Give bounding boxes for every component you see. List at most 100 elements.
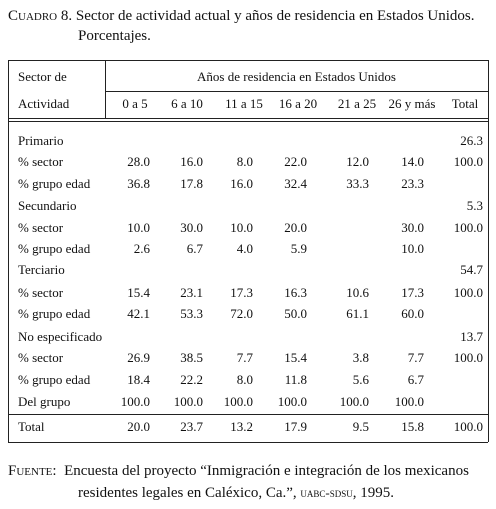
stub-header: Sector de <box>18 69 67 84</box>
cell: 20.0 <box>284 220 307 235</box>
table-number: Cuadro 8. <box>8 8 73 24</box>
cell: 10.0 <box>230 220 253 235</box>
cell: 22.0 <box>284 154 307 169</box>
cell: 17.3 <box>401 285 424 300</box>
row-label: Primario <box>18 133 64 148</box>
box-bottom <box>8 442 488 443</box>
cell: 26.9 <box>127 350 150 365</box>
header-rule <box>8 118 488 119</box>
header-rule <box>8 121 488 122</box>
cell: 33.3 <box>346 176 369 191</box>
table-title: Sector de actividad actual y años de res… <box>75 8 475 44</box>
cell: 50.0 <box>284 306 307 321</box>
column-header: 21 a 25 <box>337 96 377 111</box>
row-label: % sector <box>18 285 64 300</box>
row-label: % grupo edad <box>18 372 91 387</box>
cell: 18.4 <box>127 372 150 387</box>
cell: 100.0 <box>223 394 253 409</box>
footer-org: uabc-sdsu <box>300 485 353 500</box>
box-left <box>8 60 9 442</box>
cell: 6.7 <box>186 241 203 256</box>
stub-divider <box>105 60 106 118</box>
cell: 100.0 <box>339 394 369 409</box>
title: Cuadro 8. Sector de actividad actual y a… <box>8 6 488 46</box>
cell: 8.0 <box>236 154 253 169</box>
footer-year: , 1995. <box>352 485 395 501</box>
cell: 5.9 <box>290 241 307 256</box>
cell: 7.7 <box>236 350 253 365</box>
cell: 10.0 <box>127 220 150 235</box>
cell: 2.6 <box>133 241 150 256</box>
cell: 54.7 <box>460 262 483 277</box>
cell: 53.3 <box>180 306 203 321</box>
cell: 23.7 <box>180 419 203 434</box>
cell: 16.0 <box>230 176 253 191</box>
cell: 22.2 <box>180 372 203 387</box>
cell: 20.0 <box>127 419 150 434</box>
cell: 100.0 <box>453 285 483 300</box>
footer-label: Fuente: <box>8 463 57 479</box>
row-label: No especificado <box>18 329 103 344</box>
cell: 3.8 <box>352 350 369 365</box>
footer: Fuente: Encuesta del proyecto “Inmigraci… <box>8 461 493 504</box>
cell: 13.7 <box>460 329 483 344</box>
cell: 72.0 <box>230 306 253 321</box>
row-label: Del grupo <box>18 394 71 409</box>
cell: 28.0 <box>127 154 150 169</box>
cell: 16.0 <box>180 154 203 169</box>
cell: 4.0 <box>236 241 253 256</box>
cell: 11.8 <box>284 372 307 387</box>
cell: 100.0 <box>453 350 483 365</box>
column-header: 16 a 20 <box>278 96 318 111</box>
cell: 10.6 <box>346 285 369 300</box>
column-header: 6 a 10 <box>171 96 203 111</box>
stub-header: Actividad <box>18 96 70 111</box>
cell: 5.6 <box>352 372 369 387</box>
footer-text: Encuesta del proyecto “Inmigración e int… <box>64 463 469 501</box>
cell: 15.4 <box>284 350 307 365</box>
cell: 30.0 <box>401 220 424 235</box>
cell: 100.0 <box>394 394 424 409</box>
cell: 100.0 <box>173 394 203 409</box>
cell: 14.0 <box>401 154 424 169</box>
cell: 9.5 <box>352 419 369 434</box>
cell: 100.0 <box>120 394 150 409</box>
cell: 5.3 <box>466 198 483 213</box>
cell: 8.0 <box>236 372 253 387</box>
cell: 12.0 <box>346 154 369 169</box>
cell: 100.0 <box>453 419 483 434</box>
row-label: Total <box>18 419 45 434</box>
cell: 60.0 <box>401 306 424 321</box>
cell: 23.3 <box>401 176 424 191</box>
cell: 42.1 <box>127 306 150 321</box>
cell: 17.3 <box>230 285 253 300</box>
spanner-header: Años de residencia en Estados Unidos <box>197 69 396 84</box>
cell: 10.0 <box>401 241 424 256</box>
cell: 23.1 <box>180 285 203 300</box>
row-label: % grupo edad <box>18 306 91 321</box>
cell: 13.2 <box>230 419 253 434</box>
cell: 16.3 <box>284 285 307 300</box>
cell: 15.8 <box>401 419 424 434</box>
cell: 30.0 <box>180 220 203 235</box>
row-label: % sector <box>18 220 64 235</box>
column-header: Total <box>451 96 479 111</box>
cell: 7.7 <box>407 350 424 365</box>
cell: 17.8 <box>180 176 203 191</box>
cell: 100.0 <box>277 394 307 409</box>
box-top <box>8 60 488 61</box>
cell: 15.4 <box>127 285 150 300</box>
cell: 17.9 <box>284 419 307 434</box>
cell: 100.0 <box>453 154 483 169</box>
row-label: % grupo edad <box>18 176 91 191</box>
cell: 36.8 <box>127 176 150 191</box>
box-right <box>488 60 489 442</box>
column-header: 0 a 5 <box>122 96 148 111</box>
cell: 6.7 <box>407 372 424 387</box>
cell: 26.3 <box>460 133 483 148</box>
row-label: % sector <box>18 350 64 365</box>
total-rule <box>8 414 488 415</box>
cell: 61.1 <box>346 306 369 321</box>
row-label: % grupo edad <box>18 241 91 256</box>
